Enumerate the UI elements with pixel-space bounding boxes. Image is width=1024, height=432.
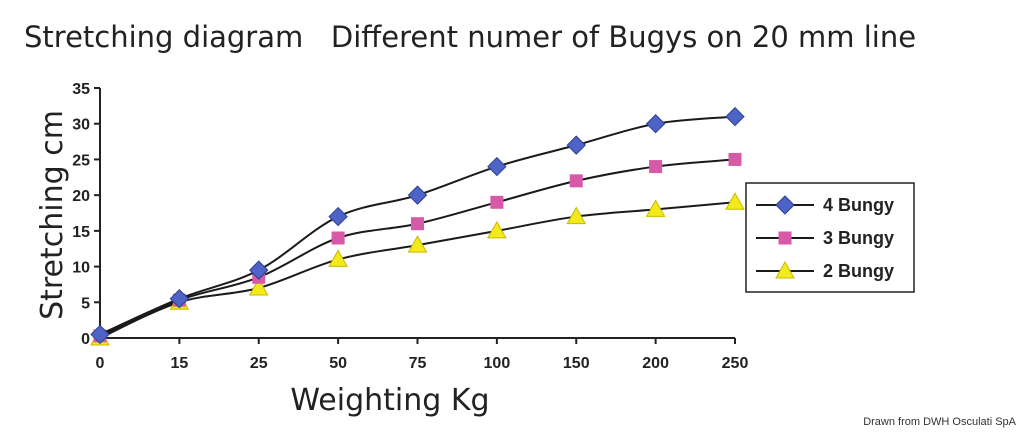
y-tick-label: 15 xyxy=(72,224,90,241)
y-tick-label: 25 xyxy=(72,152,90,169)
y-tick-label: 20 xyxy=(72,188,90,205)
data-point-4-bungy xyxy=(328,206,348,227)
legend-label: 4 Bungy xyxy=(823,195,894,215)
data-point-2-bungy xyxy=(407,235,428,253)
x-tick-label: 100 xyxy=(484,355,511,372)
chart-legend: 4 Bungy 3 Bungy 2 Bungy xyxy=(745,182,915,293)
credit-text: Drawn from DWH Osculati SpA xyxy=(863,416,1016,428)
data-point-3-bungy xyxy=(728,152,742,166)
y-tick-label: 5 xyxy=(81,295,90,312)
data-point-4-bungy xyxy=(725,106,745,127)
data-point-4-bungy xyxy=(90,324,110,345)
x-tick-label: 50 xyxy=(329,355,347,372)
data-point-3-bungy xyxy=(411,217,424,231)
data-point-4-bungy xyxy=(169,289,190,309)
data-point-2-bungy xyxy=(566,206,587,225)
legend-label: 3 Bungy xyxy=(823,228,894,248)
chart-axes xyxy=(99,88,735,339)
y-axis-title: Stretching cm xyxy=(35,110,70,320)
x-tick-label: 75 xyxy=(409,355,427,372)
legend-marker xyxy=(778,231,792,245)
data-point-4-bungy xyxy=(487,156,507,177)
data-point-3-bungy xyxy=(490,195,504,209)
data-point-2-bungy xyxy=(725,192,745,210)
x-tick-label: 25 xyxy=(250,355,268,372)
data-point-3-bungy xyxy=(569,174,583,188)
data-point-2-bungy xyxy=(248,277,269,296)
x-axis-title: Weighting Kg xyxy=(290,383,489,418)
data-point-4-bungy xyxy=(645,114,666,134)
y-tick-label: 10 xyxy=(72,260,90,277)
data-point-2-bungy xyxy=(645,199,666,217)
y-tick-label: 30 xyxy=(72,117,90,134)
x-tick-label: 200 xyxy=(642,355,669,372)
y-tick-label: 35 xyxy=(72,81,90,98)
x-tick-label: 250 xyxy=(722,355,749,372)
x-tick-label: 0 xyxy=(96,355,105,372)
legend-marker xyxy=(775,195,795,215)
x-tick-label: 15 xyxy=(170,355,188,372)
data-point-4-bungy xyxy=(249,260,269,280)
data-point-3-bungy xyxy=(331,231,345,245)
x-tick-label: 150 xyxy=(563,355,590,372)
y-tick-label: 0 xyxy=(81,331,90,348)
data-point-2-bungy xyxy=(487,220,507,239)
chart-series xyxy=(90,106,745,346)
legend-label: 2 Bungy xyxy=(823,261,894,281)
chart-title: Stretching diagram Different numer of Bu… xyxy=(24,20,917,54)
data-point-2-bungy xyxy=(328,249,348,267)
legend-marker xyxy=(775,260,795,279)
data-point-3-bungy xyxy=(649,160,663,174)
data-point-4-bungy xyxy=(566,135,586,155)
chart-ticks: 0 5 10 15 20 25 30 35 0 15 25 50 75 100 150 200 250 xyxy=(72,81,748,372)
data-point-4-bungy xyxy=(407,185,428,205)
